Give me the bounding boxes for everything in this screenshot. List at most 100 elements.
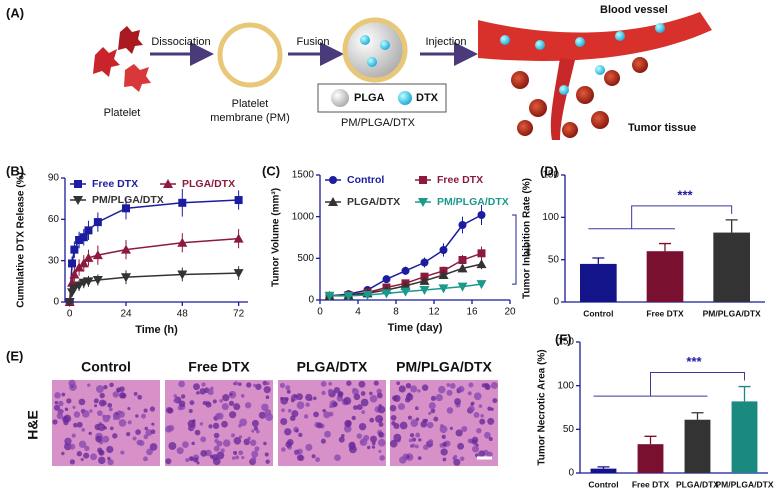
nucleus	[327, 388, 334, 394]
nucleus	[94, 404, 98, 408]
nucleus	[487, 417, 495, 425]
nucleus	[467, 438, 473, 444]
label: Fusion	[296, 36, 329, 48]
nucleus	[492, 398, 498, 404]
marker	[401, 266, 410, 275]
marker	[477, 249, 486, 258]
nucleus	[249, 439, 257, 446]
panel-label: (B)	[6, 163, 24, 178]
nucleus	[200, 436, 207, 443]
nucleus	[446, 383, 451, 387]
marker	[438, 284, 449, 294]
nucleus	[213, 445, 220, 452]
nucleus	[189, 400, 195, 406]
nucleus	[90, 453, 97, 461]
y-tick-label: 1000	[292, 211, 315, 222]
marker	[70, 245, 79, 254]
nucleus	[255, 383, 262, 390]
nucleus	[98, 449, 104, 455]
marker	[419, 275, 430, 285]
label: PM/PLGA/DTX	[341, 117, 416, 129]
nucleus	[294, 451, 298, 456]
y-tick-label: 60	[48, 214, 60, 225]
membrane-icon	[217, 22, 283, 88]
nucleus	[298, 432, 303, 438]
nucleus	[54, 392, 61, 399]
nucleus	[428, 402, 436, 410]
significance: ***	[677, 187, 693, 202]
nucleus	[120, 450, 125, 455]
x-tick-label: 48	[177, 309, 189, 320]
marker	[122, 204, 130, 213]
nucleus	[411, 443, 416, 448]
nucleus	[173, 398, 178, 403]
error-bar	[644, 435, 657, 445]
nucleus	[89, 409, 93, 413]
nucleus	[392, 395, 398, 401]
label: Tumor tissue	[628, 122, 696, 134]
nucleus	[196, 391, 200, 395]
error-bar	[691, 412, 704, 420]
nucleus	[351, 415, 356, 421]
nucleus	[244, 402, 252, 409]
x-tick-label: Control	[583, 308, 613, 318]
nucleus	[346, 380, 352, 386]
nucleus	[280, 418, 288, 426]
nucleus	[398, 403, 405, 411]
marker	[178, 198, 187, 207]
legend-label: Control	[347, 174, 384, 186]
significance-bracket	[512, 214, 517, 285]
nucleus	[138, 440, 145, 447]
nucleus	[284, 428, 292, 436]
legend-swatch	[331, 89, 349, 107]
nucleus	[108, 407, 113, 412]
nucleus	[484, 431, 491, 439]
nucleus	[251, 429, 255, 433]
nucleus	[490, 381, 498, 389]
nucleus	[454, 398, 461, 406]
nucleus	[408, 438, 413, 443]
nucleus	[80, 457, 84, 462]
marker	[83, 252, 94, 262]
nucleus	[353, 393, 361, 401]
nucleus	[438, 385, 446, 394]
nucleus	[406, 455, 410, 459]
legend-marker	[418, 198, 428, 207]
marker	[234, 196, 243, 205]
nucleus	[261, 403, 269, 411]
nucleus	[98, 456, 106, 465]
nucleus	[409, 433, 415, 438]
nucleus	[258, 411, 266, 419]
nucleus	[81, 410, 90, 418]
nucleus	[480, 413, 484, 418]
marker	[458, 221, 467, 229]
nucleus	[426, 421, 434, 429]
y-tick-label: 0	[53, 297, 59, 308]
marker	[93, 218, 102, 227]
nucleus	[188, 456, 194, 461]
nucleus	[205, 401, 212, 408]
nucleus	[211, 454, 219, 461]
marker	[381, 289, 392, 299]
marker	[75, 236, 84, 244]
nucleus	[433, 416, 439, 422]
marker	[69, 269, 80, 279]
nucleus	[415, 406, 419, 411]
marker	[68, 259, 77, 268]
nucleus	[221, 403, 229, 411]
marker	[84, 226, 93, 235]
nucleus	[54, 400, 59, 405]
nucleus	[251, 450, 259, 458]
y-tick-label: 50	[548, 254, 560, 265]
nucleus	[316, 422, 323, 429]
marker	[83, 277, 94, 287]
nucleus	[435, 393, 443, 402]
histology: (E) H&E Control Free DTX PLGA/DTX PM/PLGA/D…	[6, 348, 498, 466]
marker	[457, 263, 468, 273]
y-axis-label: Cumulative DTX Release (%)	[16, 172, 27, 308]
nucleus	[73, 411, 81, 418]
nucleus	[341, 434, 345, 438]
panel-label: (A)	[6, 5, 24, 20]
nucleus	[216, 451, 225, 460]
nucleus	[87, 383, 91, 387]
